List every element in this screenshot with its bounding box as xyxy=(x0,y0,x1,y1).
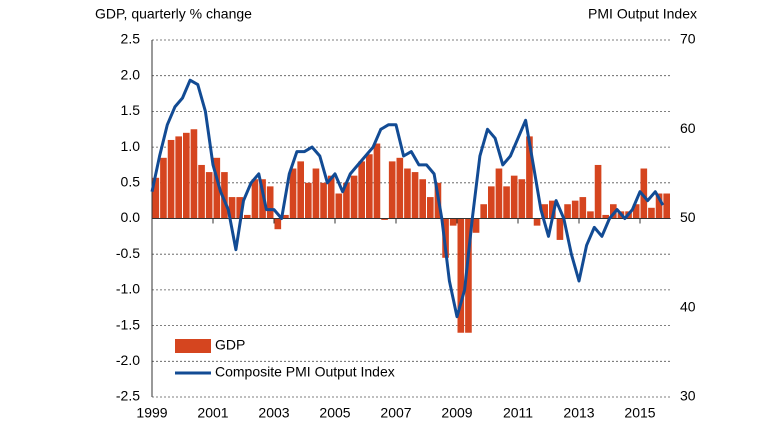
bar xyxy=(190,129,198,219)
y-tick-label: -2.5 xyxy=(116,388,140,404)
bar xyxy=(396,157,404,219)
bar xyxy=(419,179,426,219)
y-tick-label: -1.5 xyxy=(116,316,140,332)
bar xyxy=(152,177,160,219)
bar xyxy=(244,214,251,219)
bar xyxy=(510,175,518,219)
bar xyxy=(259,179,266,219)
y-tick-label: 2.0 xyxy=(121,66,141,82)
y2-tick-label: 30 xyxy=(680,388,696,404)
bar xyxy=(480,204,487,219)
y2-tick-label: 50 xyxy=(680,209,696,225)
bar xyxy=(648,207,655,219)
bar xyxy=(358,161,365,219)
bar xyxy=(274,218,282,230)
bar xyxy=(411,172,419,219)
bar xyxy=(495,168,503,219)
legend-swatch xyxy=(175,339,211,353)
bar xyxy=(488,186,495,219)
bar xyxy=(610,204,617,219)
bar xyxy=(556,218,564,240)
bar xyxy=(388,161,396,219)
bar xyxy=(663,193,670,219)
y-tick-label: -2.0 xyxy=(116,352,140,368)
x-tick-label: 2015 xyxy=(624,405,655,421)
bar xyxy=(449,218,457,226)
bar xyxy=(183,132,190,219)
bar xyxy=(236,197,243,219)
bar xyxy=(160,157,167,219)
bar xyxy=(251,179,259,219)
bar xyxy=(366,154,373,219)
bar xyxy=(571,200,579,219)
x-tick-label: 1999 xyxy=(136,405,167,421)
y2-tick-label: 40 xyxy=(680,298,696,314)
bar xyxy=(205,172,213,219)
bar xyxy=(533,218,541,226)
line xyxy=(150,78,665,319)
bar xyxy=(327,175,335,219)
x-tick-label: 2011 xyxy=(503,405,533,421)
bar xyxy=(289,168,297,219)
bar xyxy=(282,214,289,219)
bar xyxy=(564,204,571,219)
y-axis-title: GDP, quarterly % change xyxy=(95,6,252,22)
bar xyxy=(640,168,648,219)
bar xyxy=(503,186,510,219)
bar xyxy=(381,218,388,220)
bar xyxy=(655,193,663,219)
y-tick-label: 1.5 xyxy=(121,102,141,118)
bar xyxy=(167,139,175,219)
bar xyxy=(297,161,304,219)
bar xyxy=(320,182,327,219)
bar xyxy=(221,172,228,219)
bar xyxy=(526,136,533,219)
bar xyxy=(350,175,358,219)
x-tick-label: 2005 xyxy=(319,405,350,421)
bar xyxy=(427,197,434,219)
x-tick-label: 2007 xyxy=(380,405,411,421)
legend-label: GDP xyxy=(215,337,245,353)
y-tick-label: 0.5 xyxy=(121,174,141,190)
bar xyxy=(549,200,556,219)
bar xyxy=(175,136,182,219)
bar xyxy=(305,182,312,219)
bar xyxy=(312,168,320,219)
y-tick-label: -0.5 xyxy=(116,245,140,261)
bar xyxy=(579,197,587,219)
bar xyxy=(266,186,274,219)
bar xyxy=(343,182,350,219)
bar xyxy=(602,214,609,219)
y-tick-label: 2.5 xyxy=(121,31,141,47)
bar xyxy=(213,157,221,219)
y-tick-label: -1.0 xyxy=(116,281,140,297)
bar xyxy=(465,218,472,333)
y-tick-label: 1.0 xyxy=(121,138,141,154)
x-tick-label: 2001 xyxy=(197,405,228,421)
y2-tick-label: 70 xyxy=(680,31,696,47)
y-tick-label: 0.0 xyxy=(121,209,141,225)
bar xyxy=(198,164,205,219)
x-tick-label: 2009 xyxy=(441,405,472,421)
bar xyxy=(457,218,465,333)
bar xyxy=(404,168,411,219)
bar xyxy=(632,204,640,219)
legend-label: Composite PMI Output Index xyxy=(215,364,395,380)
x-tick-label: 2013 xyxy=(563,405,594,421)
bar xyxy=(228,197,236,219)
bar xyxy=(373,143,381,219)
bar xyxy=(587,211,594,219)
bar xyxy=(518,179,526,219)
bar xyxy=(594,164,602,219)
y2-axis-title: PMI Output Index xyxy=(588,6,697,22)
y2-tick-label: 60 xyxy=(680,120,696,136)
bar xyxy=(335,193,343,219)
x-tick-label: 2003 xyxy=(258,405,289,421)
bar xyxy=(541,204,548,219)
bar xyxy=(472,218,480,233)
